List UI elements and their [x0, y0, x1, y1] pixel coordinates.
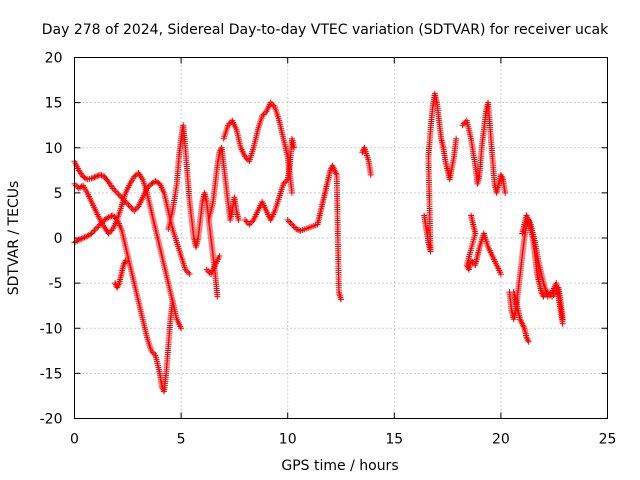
data-point: [502, 189, 509, 196]
data-point: [186, 271, 193, 278]
data-point: [131, 207, 138, 214]
data-point-dense: [185, 269, 192, 276]
data-point: [122, 257, 129, 264]
data-point-dense: [125, 201, 132, 208]
data-point-dense: [247, 219, 254, 226]
y-tick-label: 20: [45, 51, 63, 67]
data-point: [126, 203, 133, 210]
data-point: [92, 173, 99, 180]
x-axis-label: GPS time / hours: [281, 458, 398, 474]
series-track-m: [459, 99, 509, 196]
series-track-q: [519, 212, 566, 327]
data-point-dense: [94, 173, 101, 180]
series-track-k: [359, 144, 374, 178]
axis-ticks: [74, 57, 608, 419]
data-point: [559, 320, 566, 327]
data-point: [203, 266, 210, 273]
data-point-dense: [91, 174, 98, 181]
y-tick-label: 0: [54, 231, 63, 247]
data-point-dense: [77, 236, 84, 243]
data-point-dense: [91, 227, 98, 234]
series-track-h: [220, 99, 295, 196]
data-point: [338, 296, 344, 303]
data-point: [75, 236, 82, 243]
data-point: [453, 135, 460, 142]
y-tick-label: -15: [40, 366, 63, 382]
series-track-n: [463, 212, 504, 278]
y-axis-label: SDTVAR / TECUs: [6, 181, 22, 296]
data-points: [71, 90, 566, 395]
x-tick-label: 0: [70, 432, 79, 448]
data-point-dense: [286, 218, 293, 225]
data-point-dense: [98, 172, 105, 179]
data-point-dense: [108, 213, 115, 220]
x-tick-labels: 0 5 10 15 20 25: [70, 432, 616, 448]
data-point-dense: [290, 222, 297, 229]
data-point: [246, 221, 253, 228]
data-point: [242, 216, 249, 223]
data-point: [235, 216, 242, 223]
y-tick-label: -10: [40, 321, 63, 337]
y-tick-labels: 20 15 10 5 0 -5 -10 -15 -20: [40, 51, 63, 428]
data-point: [178, 325, 185, 332]
data-point-dense: [81, 234, 88, 241]
data-point: [288, 221, 295, 228]
data-point: [293, 225, 300, 232]
data-point: [92, 225, 99, 232]
x-tick-label: 25: [599, 432, 617, 448]
x-tick-label: 10: [279, 432, 297, 448]
data-point-dense: [128, 204, 135, 211]
data-point-dense: [524, 335, 531, 342]
series-track-c: [71, 212, 176, 395]
data-point-dense: [287, 219, 294, 226]
series-track-i: [242, 135, 298, 228]
series-track-g: [205, 144, 242, 223]
data-point: [525, 338, 532, 345]
data-point-dense: [112, 188, 119, 195]
data-point-dense: [205, 268, 212, 275]
grid-lines: [74, 57, 608, 419]
y-tick-label: 5: [54, 186, 63, 202]
series-track-f: [203, 253, 223, 278]
data-point-dense: [89, 174, 96, 181]
data-point: [288, 189, 295, 196]
y-tick-label: -20: [40, 412, 63, 428]
data-point: [216, 253, 223, 260]
data-point-dense: [294, 226, 301, 233]
data-point-dense: [78, 235, 85, 242]
series-track-d: [112, 257, 129, 291]
data-point-dense: [132, 206, 139, 213]
data-point: [367, 171, 374, 178]
x-tick-label: 5: [177, 432, 186, 448]
data-point-dense: [94, 224, 101, 231]
data-point-dense: [124, 200, 131, 207]
data-point-dense: [115, 191, 122, 198]
plot-frame: [74, 57, 608, 419]
series-track-p: [510, 289, 532, 345]
data-point: [114, 189, 121, 196]
data-point: [169, 298, 176, 305]
data-point: [105, 214, 112, 221]
data-point: [291, 144, 298, 151]
series-track-j: [284, 162, 344, 303]
data-point-dense: [116, 192, 123, 199]
x-tick-label: 20: [492, 432, 510, 448]
y-tick-label: 15: [45, 96, 63, 112]
series-track-l: [421, 90, 460, 255]
data-point: [97, 171, 104, 178]
data-point: [284, 216, 291, 223]
x-tick-label: 15: [385, 432, 403, 448]
data-point: [80, 235, 87, 241]
series-track-a: [71, 158, 193, 278]
data-point-dense: [460, 120, 467, 127]
data-point: [88, 175, 95, 182]
chart-title: Day 278 of 2024, Sidereal Day-to-day VTE…: [42, 22, 609, 38]
y-tick-label: 10: [45, 141, 63, 157]
data-point: [214, 293, 221, 300]
data-point-dense: [243, 218, 250, 225]
y-tick-label: -5: [49, 276, 63, 292]
data-point: [497, 271, 504, 278]
